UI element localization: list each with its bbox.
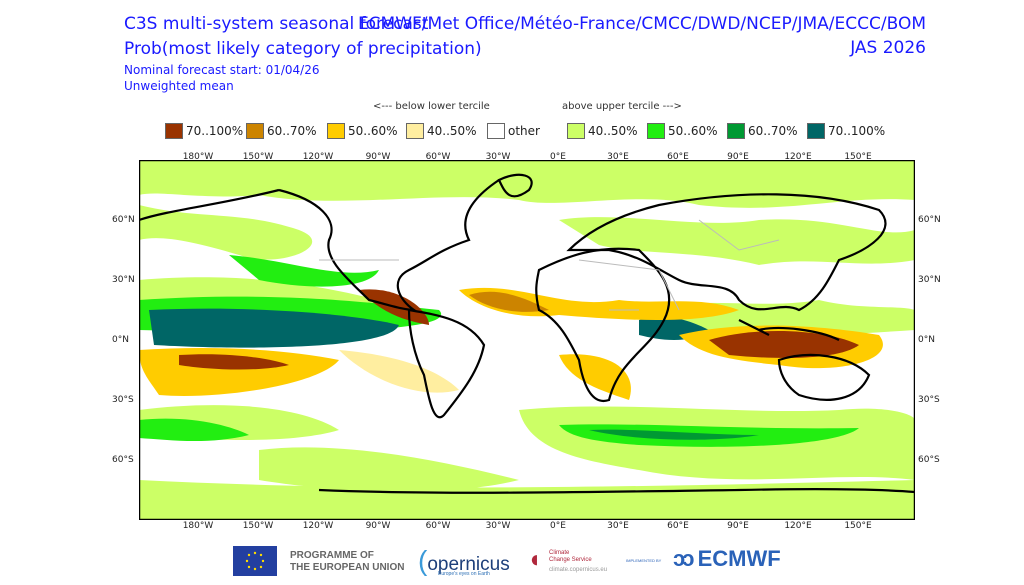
lon-tick-label: 0°E xyxy=(550,521,566,531)
lat-tick-label: 60°S xyxy=(918,455,940,465)
lat-tick-label: 60°N xyxy=(918,215,941,225)
legend-item: other xyxy=(487,123,540,139)
lon-tick-label: 120°E xyxy=(784,521,812,531)
legend-swatch xyxy=(487,123,505,139)
lon-tick-label: 90°W xyxy=(365,152,391,162)
legend-item: 40..50% xyxy=(406,123,477,139)
legend-label: other xyxy=(508,124,540,138)
lon-tick-label: 150°E xyxy=(844,152,872,162)
copernicus-logo: (opernicus Europe's eyes on Earth xyxy=(418,545,510,577)
lat-tick-label: 60°S xyxy=(112,455,134,465)
legend-swatch xyxy=(647,123,665,139)
legend-label: 40..50% xyxy=(427,124,477,138)
lon-tick-label: 30°E xyxy=(607,521,629,531)
lon-tick-label: 60°W xyxy=(425,152,451,162)
c3s-line1: Climate xyxy=(549,550,570,556)
legend-label: 60..70% xyxy=(267,124,317,138)
lat-tick-label: 0°N xyxy=(918,335,935,345)
legend-label: 50..60% xyxy=(348,124,398,138)
legend-label: 50..60% xyxy=(668,124,718,138)
legend-swatch xyxy=(327,123,345,139)
lon-tick-label: 0°E xyxy=(550,152,566,162)
map-title: C3S multi-system seasonal forecast xyxy=(124,14,429,34)
lon-tick-label: 180°W xyxy=(182,152,214,162)
lon-tick-label: 90°E xyxy=(727,521,749,531)
lat-tick-label: 30°N xyxy=(112,275,135,285)
lon-tick-label: 60°E xyxy=(667,521,689,531)
legend-swatch xyxy=(807,123,825,139)
season: JAS 2026 xyxy=(850,38,926,58)
eu-line1: PROGRAMME OF xyxy=(290,550,374,561)
lon-tick-label: 150°W xyxy=(242,152,274,162)
c3s-url: climate.copernicus.eu xyxy=(549,567,608,573)
implemented-by: IMPLEMENTED BY xyxy=(626,558,662,563)
legend-item: 40..50% xyxy=(567,123,638,139)
legend-label: 70..100% xyxy=(828,124,886,138)
lon-tick-label: 150°E xyxy=(844,521,872,531)
lon-tick-label: 60°W xyxy=(425,521,451,531)
legend-item: 70..100% xyxy=(807,123,885,139)
providers: ECMWF/Met Office/Météo-France/CMCC/DWD/N… xyxy=(357,14,926,34)
legend-label: 40..50% xyxy=(588,124,638,138)
legend-label: 70..100% xyxy=(186,124,244,138)
eu-line2: THE EUROPEAN UNION xyxy=(290,562,405,573)
legend-swatch xyxy=(406,123,424,139)
lon-tick-label: 30°W xyxy=(485,521,511,531)
lon-tick-label: 120°W xyxy=(302,521,334,531)
lon-tick-label: 150°W xyxy=(242,521,274,531)
legend-item: 50..60% xyxy=(327,123,398,139)
legend-above-label: above upper tercile ---> xyxy=(562,101,682,112)
legend-item: 60..70% xyxy=(246,123,317,139)
legend-swatch xyxy=(246,123,264,139)
legend-swatch xyxy=(165,123,183,139)
lon-tick-label: 90°W xyxy=(365,521,391,531)
lon-tick-label: 120°E xyxy=(784,152,812,162)
lon-tick-label: 180°W xyxy=(182,521,214,531)
lat-tick-label: 30°S xyxy=(918,395,940,405)
copernicus-tagline: Europe's eyes on Earth xyxy=(438,571,490,577)
forecast-map xyxy=(139,160,915,520)
mean-type: Unweighted mean xyxy=(124,79,234,93)
forecast-start: Nominal forecast start: 01/04/26 xyxy=(124,63,320,77)
legend-label: 60..70% xyxy=(748,124,798,138)
borders xyxy=(319,219,780,311)
lat-tick-label: 30°N xyxy=(918,275,941,285)
ecmwf-logo: ↄↄ ECMWF xyxy=(673,546,781,571)
legend-item: 70..100% xyxy=(165,123,243,139)
lon-tick-label: 60°E xyxy=(667,152,689,162)
legend-below-label: <--- below lower tercile xyxy=(373,101,490,112)
lat-tick-label: 0°N xyxy=(112,335,129,345)
lat-tick-label: 30°S xyxy=(112,395,134,405)
copernicus-text: opernicus xyxy=(427,554,510,575)
legend-item: 60..70% xyxy=(727,123,798,139)
map-subtitle: Prob(most likely category of precipitati… xyxy=(124,39,482,59)
lat-tick-label: 60°N xyxy=(112,215,135,225)
lon-tick-label: 30°W xyxy=(485,152,511,162)
eu-programme-text: PROGRAMME OF THE EUROPEAN UNION xyxy=(290,550,404,574)
lon-tick-label: 120°W xyxy=(302,152,334,162)
coastlines xyxy=(139,173,915,494)
legend-swatch xyxy=(567,123,585,139)
eu-flag-logo xyxy=(233,546,277,576)
lon-tick-label: 30°E xyxy=(607,152,629,162)
ecmwf-text: ECMWF xyxy=(697,546,781,571)
legend-swatch xyxy=(727,123,745,139)
c3s-line2: Change Service xyxy=(549,557,592,563)
lon-tick-label: 90°E xyxy=(727,152,749,162)
c3s-logo: ◖ Climate Change Service climate.coperni… xyxy=(527,546,608,573)
legend-item: 50..60% xyxy=(647,123,718,139)
